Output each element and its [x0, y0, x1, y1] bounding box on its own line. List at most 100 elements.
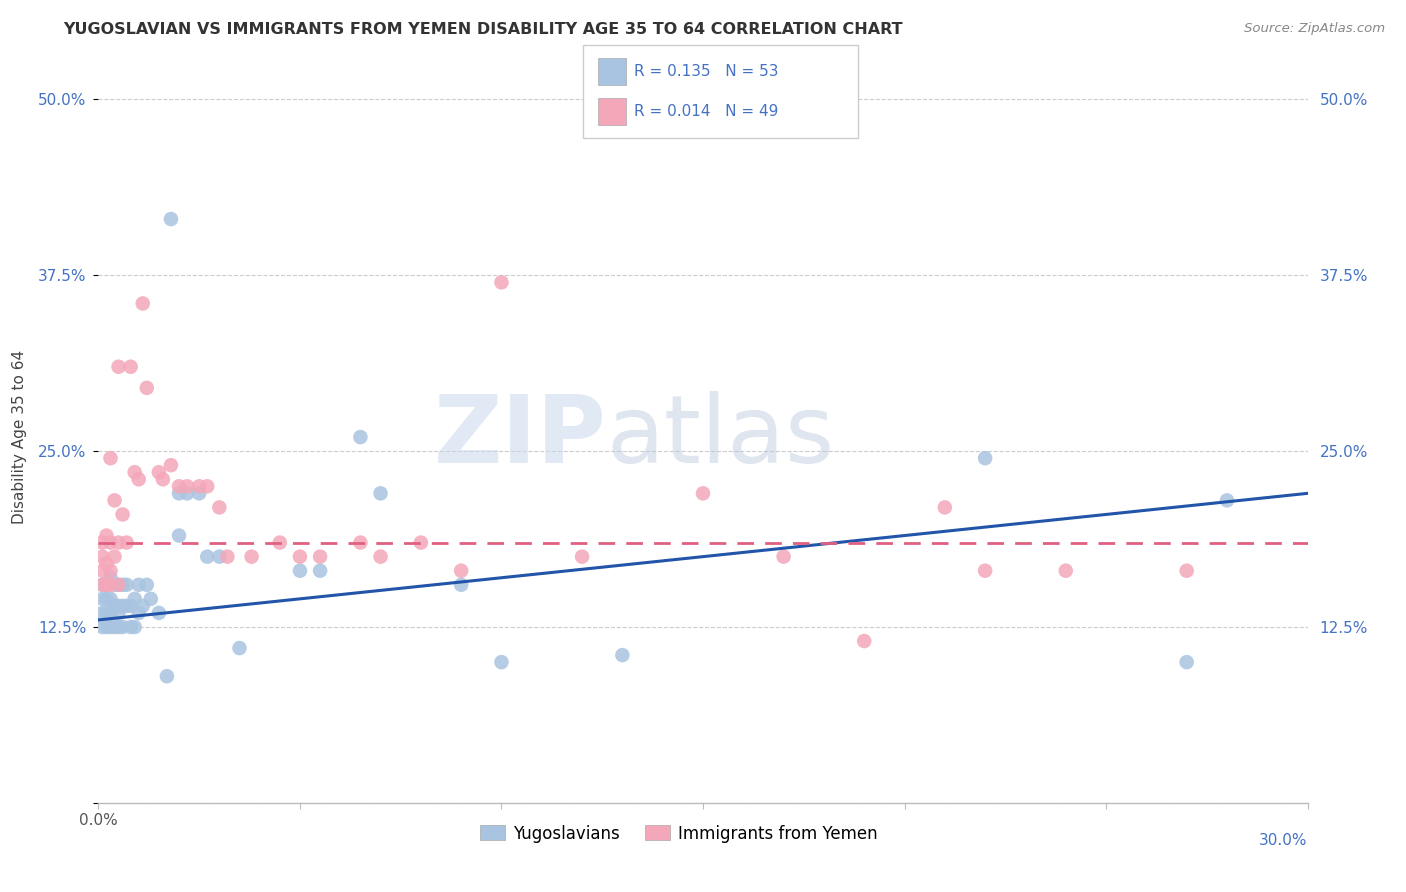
Point: [96, 620, 118, 634]
Point: [167, 486, 190, 500]
Point: [148, 465, 170, 479]
Point: [100, 451, 122, 466]
Point: [128, 606, 150, 620]
Point: [107, 599, 129, 613]
Point: [91, 535, 114, 549]
Point: [269, 535, 291, 549]
Point: [288, 549, 311, 564]
Point: [96, 578, 118, 592]
Text: ZIP: ZIP: [433, 391, 606, 483]
Point: [160, 212, 183, 227]
Point: [167, 528, 190, 542]
Point: [103, 620, 125, 634]
Text: R = 0.014   N = 49: R = 0.014 N = 49: [634, 104, 779, 119]
Point: [195, 479, 218, 493]
Point: [370, 486, 392, 500]
Legend: Yugoslavians, Immigrants from Yemen: Yugoslavians, Immigrants from Yemen: [474, 818, 884, 849]
Point: [1175, 655, 1198, 669]
Point: [288, 564, 311, 578]
Point: [100, 578, 122, 592]
Point: [135, 381, 157, 395]
Point: [107, 535, 129, 549]
Point: [111, 508, 134, 522]
Point: [120, 359, 142, 374]
Point: [96, 528, 118, 542]
Text: Source: ZipAtlas.com: Source: ZipAtlas.com: [1244, 22, 1385, 36]
Point: [934, 500, 956, 515]
Point: [208, 549, 231, 564]
Point: [96, 606, 118, 620]
Point: [107, 620, 129, 634]
Point: [100, 571, 122, 585]
Point: [450, 578, 472, 592]
Point: [100, 564, 122, 578]
Point: [107, 578, 129, 592]
Point: [491, 655, 513, 669]
Point: [1175, 564, 1198, 578]
Point: [100, 620, 122, 634]
Point: [309, 564, 332, 578]
Point: [115, 599, 138, 613]
Point: [156, 669, 179, 683]
Point: [91, 578, 114, 592]
Text: YUGOSLAVIAN VS IMMIGRANTS FROM YEMEN DISABILITY AGE 35 TO 64 CORRELATION CHART: YUGOSLAVIAN VS IMMIGRANTS FROM YEMEN DIS…: [63, 22, 903, 37]
Point: [450, 564, 472, 578]
Point: [120, 599, 142, 613]
Point: [111, 599, 134, 613]
Point: [91, 591, 114, 606]
Point: [974, 451, 997, 466]
Point: [217, 549, 239, 564]
Point: [120, 620, 142, 634]
Point: [491, 276, 513, 290]
Point: [96, 557, 118, 571]
Point: [128, 578, 150, 592]
Point: [103, 578, 125, 592]
Point: [100, 606, 122, 620]
Point: [132, 296, 155, 310]
Point: [111, 620, 134, 634]
Point: [91, 606, 114, 620]
Point: [124, 465, 146, 479]
Point: [409, 535, 432, 549]
Point: [772, 549, 794, 564]
Point: [103, 549, 125, 564]
Point: [148, 606, 170, 620]
Point: [692, 486, 714, 500]
Point: [128, 472, 150, 486]
Point: [167, 479, 190, 493]
Point: [228, 641, 250, 656]
Point: [370, 549, 392, 564]
Point: [96, 578, 118, 592]
Point: [132, 599, 155, 613]
Point: [1216, 493, 1239, 508]
Text: atlas: atlas: [606, 391, 835, 483]
Point: [115, 578, 138, 592]
Point: [139, 591, 162, 606]
Point: [103, 493, 125, 508]
Point: [612, 648, 634, 662]
Point: [188, 486, 211, 500]
Point: [111, 578, 134, 592]
Point: [853, 634, 876, 648]
Point: [1054, 564, 1077, 578]
Point: [107, 578, 129, 592]
Point: [124, 591, 146, 606]
Point: [309, 549, 332, 564]
Point: [571, 549, 593, 564]
Point: [100, 591, 122, 606]
Text: R = 0.135   N = 53: R = 0.135 N = 53: [634, 64, 779, 78]
Y-axis label: Disability Age 35 to 64: Disability Age 35 to 64: [13, 350, 27, 524]
Point: [91, 620, 114, 634]
Point: [349, 430, 371, 444]
Point: [135, 578, 157, 592]
Text: 30.0%: 30.0%: [1260, 833, 1308, 848]
Point: [160, 458, 183, 473]
Point: [240, 549, 263, 564]
Point: [152, 472, 174, 486]
Point: [176, 486, 198, 500]
Point: [91, 578, 114, 592]
Point: [208, 500, 231, 515]
Point: [103, 599, 125, 613]
Point: [349, 535, 371, 549]
Point: [115, 535, 138, 549]
